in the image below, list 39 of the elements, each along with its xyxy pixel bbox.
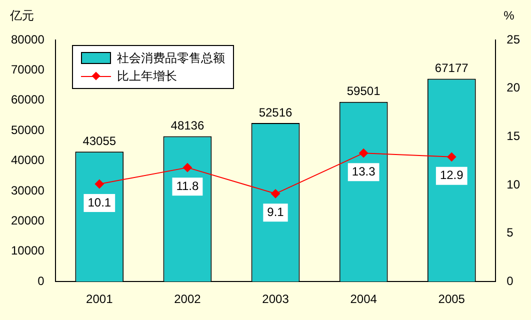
data-label: 12.9 [440, 168, 464, 182]
data-label: 10.1 [88, 195, 112, 210]
y-tick-label: 30000 [10, 183, 45, 198]
y2-tick-label: 20 [506, 80, 520, 95]
y-tick-label: 60000 [10, 92, 45, 107]
y2-tick-label: 5 [506, 226, 514, 240]
data-label: 11.8 [176, 178, 200, 193]
data-label: 48136 [170, 118, 204, 133]
data-label: 13.3 [352, 164, 376, 178]
x-tick-label: 2001 [86, 292, 114, 306]
y-tick-label: 20000 [10, 214, 45, 228]
y2-tick-label: 10 [506, 177, 520, 192]
x-tick-label: 2002 [174, 292, 202, 306]
y-tick-label: 10000 [10, 244, 45, 258]
x-tick-label: 2003 [262, 292, 290, 306]
y-tick-label: 40000 [10, 153, 45, 168]
y2-tick-label: 0 [506, 274, 514, 288]
data-label: 9.1 [267, 204, 284, 219]
legend-label: 社会消费品零售总额 [117, 50, 225, 66]
y2-tick-label: 15 [506, 128, 520, 143]
point [94, 179, 104, 188]
y-tick-label: 70000 [10, 62, 45, 77]
y-tick-label: 50000 [10, 122, 45, 137]
y2-tick-label: 25 [506, 32, 520, 46]
x-tick-label: 2004 [350, 292, 378, 306]
x-tick-label: 2005 [438, 292, 466, 306]
data-label: 67177 [434, 61, 469, 76]
y-tick-label: 0 [38, 274, 45, 288]
point [359, 148, 368, 158]
y-axis-title: 亿元 [9, 8, 34, 22]
data-label: 43055 [82, 134, 116, 148]
y2-axis-title: % [504, 8, 515, 22]
point [182, 163, 192, 172]
y-tick-label: 80000 [10, 32, 45, 46]
point [447, 152, 456, 162]
data-label: 52516 [258, 105, 293, 120]
data-label: 59501 [346, 84, 381, 98]
legend-label: 比上年增长 [117, 68, 177, 84]
point [271, 189, 280, 198]
